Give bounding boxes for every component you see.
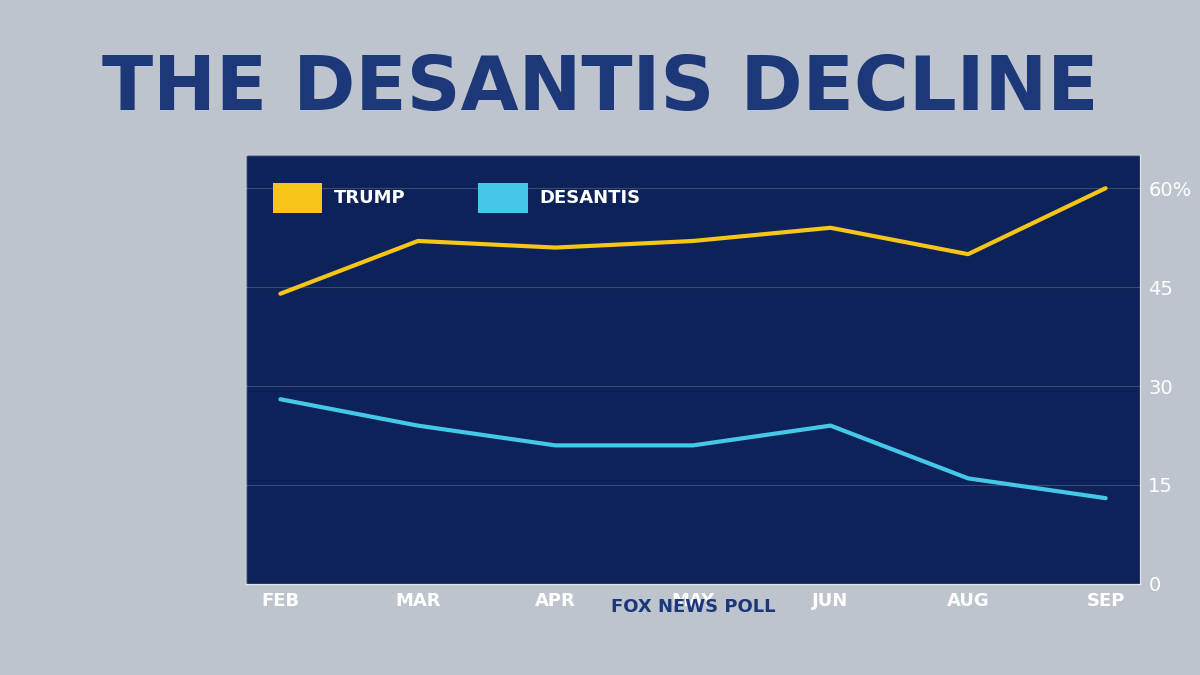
Text: DESANTIS: DESANTIS: [539, 189, 641, 207]
FancyBboxPatch shape: [479, 183, 528, 213]
Text: FOX NEWS POLL: FOX NEWS POLL: [611, 599, 775, 616]
Text: TRUMP: TRUMP: [334, 189, 406, 207]
FancyBboxPatch shape: [272, 183, 322, 213]
Text: THE DESANTIS DECLINE: THE DESANTIS DECLINE: [102, 53, 1098, 126]
